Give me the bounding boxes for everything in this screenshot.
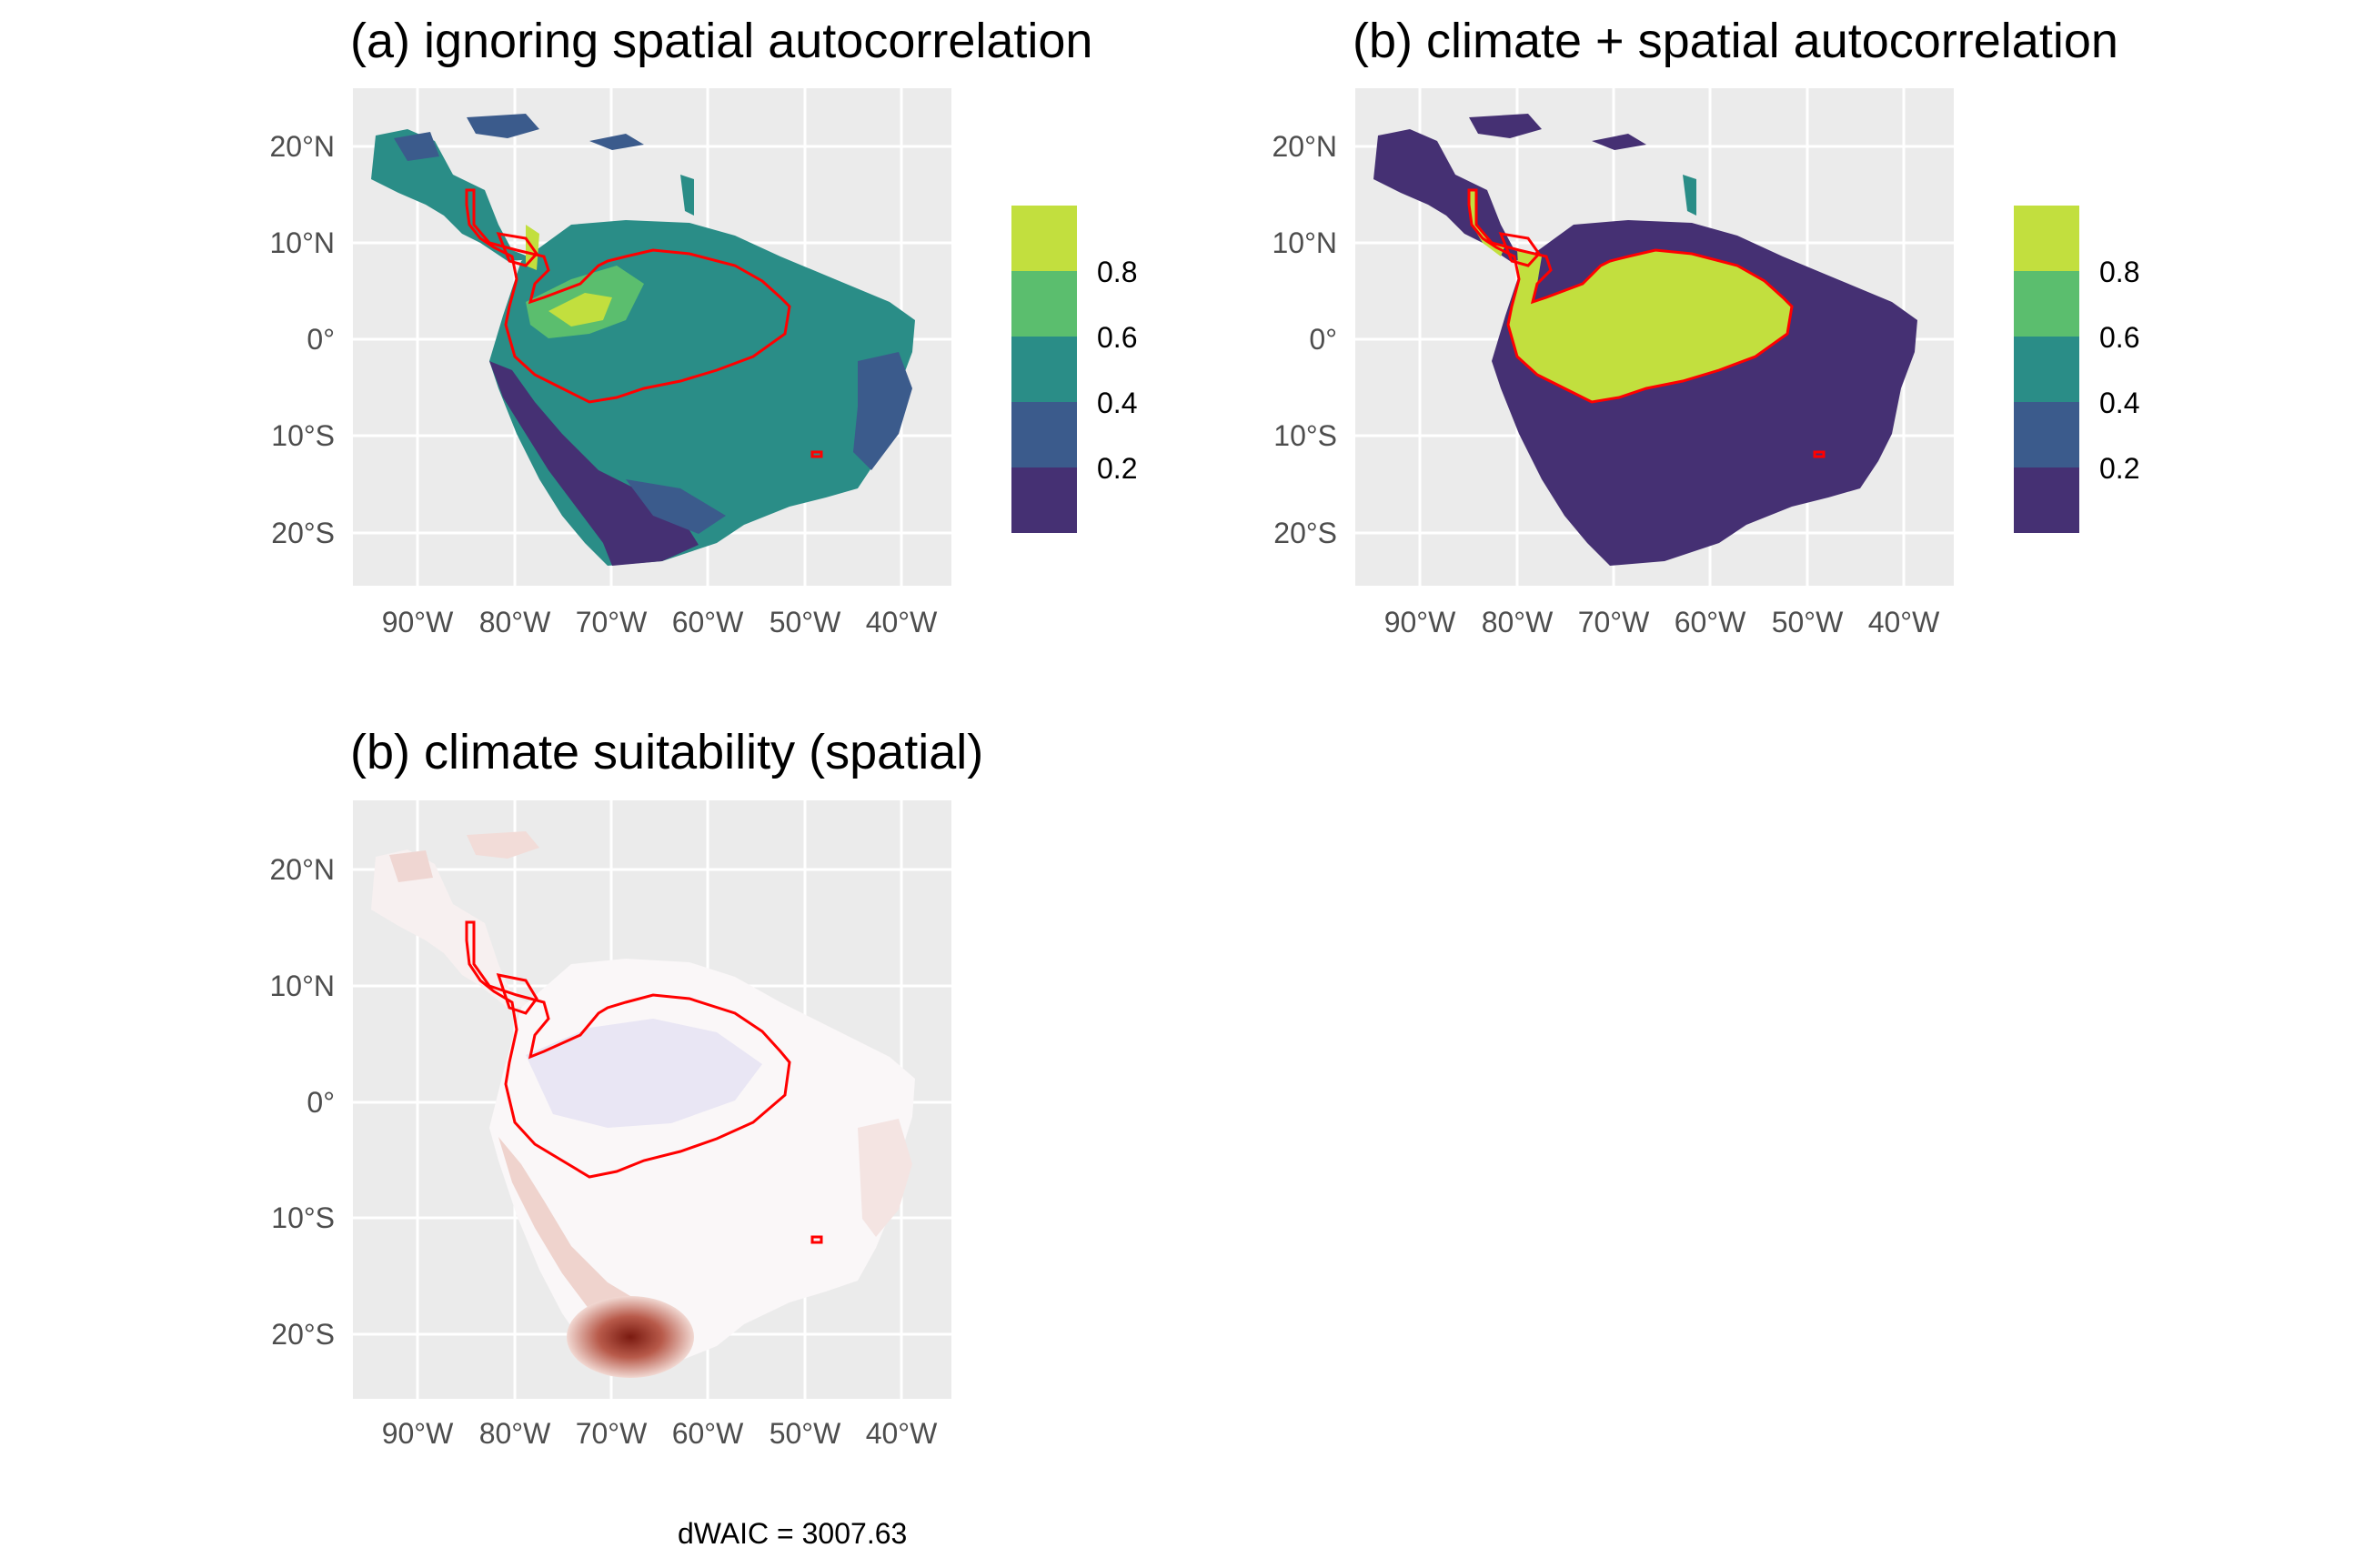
- panel-c-xtick-40w: 40°W: [865, 1417, 938, 1450]
- panel-b-xtick-80w: 80°W: [1481, 606, 1554, 638]
- panel-a-title: (a) ignoring spatial autocorrelation: [350, 14, 1093, 68]
- panel-b-xtick-40w: 40°W: [1867, 606, 1940, 638]
- panel-c-ytick-10s: 10°S: [271, 1201, 335, 1234]
- panel-b-legend-swatch-3: [2014, 337, 2079, 402]
- panel-c-ytick-20n: 20°N: [269, 853, 336, 886]
- panel-b-ytick-20n: 20°N: [1272, 130, 1338, 163]
- panel-a-xtick-90w: 90°W: [381, 606, 454, 638]
- panel-a-legend-swatch-1: [1011, 206, 1077, 271]
- panel-a-ytick-20n: 20°N: [269, 130, 336, 163]
- panel-b-legend-swatch-2: [2014, 271, 2079, 337]
- panel-c-map: [353, 800, 951, 1399]
- panel-b-legend-label-08: 0.8: [2099, 256, 2140, 288]
- dwaic-footnote: dWAIC = 3007.63: [678, 1517, 908, 1550]
- panel-c-xtick-50w: 50°W: [769, 1417, 841, 1450]
- panel-a-xtick-40w: 40°W: [865, 606, 938, 638]
- panel-a-xtick-80w: 80°W: [478, 606, 551, 638]
- panel-b-xtick-90w: 90°W: [1383, 606, 1456, 638]
- panel-a-legend-swatch-2: [1011, 271, 1077, 337]
- panel-c-xtick-70w: 70°W: [575, 1417, 648, 1450]
- panel-a-xtick-50w: 50°W: [769, 606, 841, 638]
- panel-b-ytick-10n: 10°N: [1272, 226, 1338, 259]
- panel-c-xtick-90w: 90°W: [381, 1417, 454, 1450]
- panel-a-legend-swatch-3: [1011, 337, 1077, 402]
- panel-b-ytick-20s: 20°S: [1273, 517, 1337, 549]
- panel-a-xtick-60w: 60°W: [671, 606, 744, 638]
- panel-c-ytick-0: 0°: [307, 1086, 335, 1119]
- panel-b-legend-label-02: 0.2: [2099, 452, 2140, 485]
- panel-a-legend-swatch-4: [1011, 402, 1077, 467]
- panel-c-ytick-20s: 20°S: [271, 1318, 335, 1351]
- panel-a-legend-label-04: 0.4: [1097, 387, 1138, 419]
- panel-c-ytick-10n: 10°N: [269, 970, 336, 1002]
- panel-b-xtick-70w: 70°W: [1577, 606, 1650, 638]
- panel-a-map: [353, 88, 951, 586]
- panel-a-legend-swatch-5: [1011, 467, 1077, 533]
- panel-c-xtick-80w: 80°W: [478, 1417, 551, 1450]
- panel-b-map: [1355, 88, 1954, 586]
- panel-b-ytick-0: 0°: [1309, 323, 1337, 356]
- panel-a-ytick-20s: 20°S: [271, 517, 335, 549]
- panel-b-legend-swatch-1: [2014, 206, 2079, 271]
- panel-b-title: (b) climate + spatial autocorrelation: [1353, 14, 2118, 68]
- panel-b-legend-label-06: 0.6: [2099, 321, 2140, 354]
- panel-b-ytick-10s: 10°S: [1273, 419, 1337, 452]
- panel-a-ytick-10n: 10°N: [269, 226, 336, 259]
- panel-a-legend-label-06: 0.6: [1097, 321, 1138, 354]
- panel-b-xtick-50w: 50°W: [1771, 606, 1844, 638]
- panel-a-legend-label-08: 0.8: [1097, 256, 1138, 288]
- panel-a-legend-label-02: 0.2: [1097, 452, 1138, 485]
- panel-a-ytick-10s: 10°S: [271, 419, 335, 452]
- panel-b-legend-swatch-5: [2014, 467, 2079, 533]
- panel-c-xtick-60w: 60°W: [671, 1417, 744, 1450]
- panel-b-legend-label-04: 0.4: [2099, 387, 2140, 419]
- panel-a-ytick-0: 0°: [307, 323, 335, 356]
- panel-c-title: (b) climate suitability (spatial): [350, 725, 984, 779]
- panel-a-xtick-70w: 70°W: [575, 606, 648, 638]
- panel-b-xtick-60w: 60°W: [1674, 606, 1746, 638]
- panel-b-legend-swatch-4: [2014, 402, 2079, 467]
